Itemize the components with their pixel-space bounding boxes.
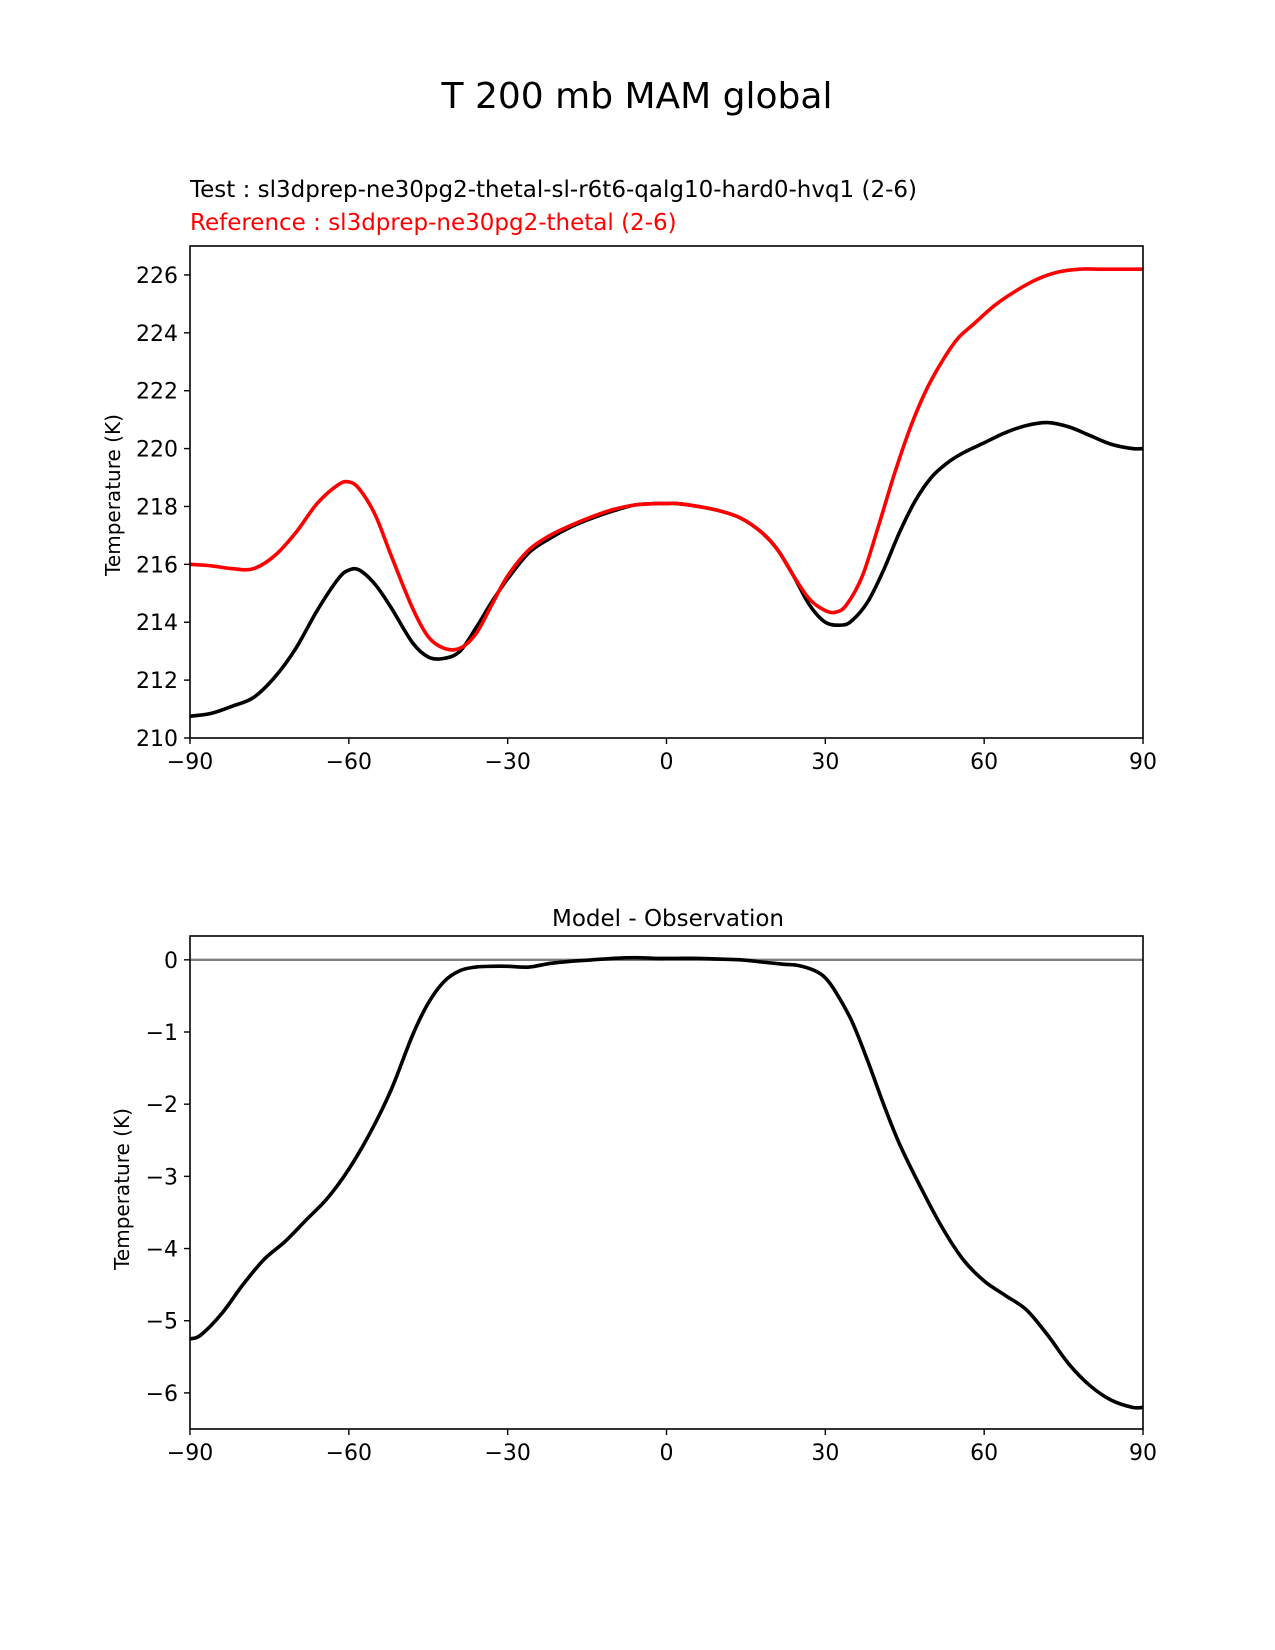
top-x-tick-label: 90 [1129,750,1157,775]
bottom-y-tick-label: 0 [164,949,178,974]
bottom-y-axis-label: Temperature (K) [110,1108,134,1271]
top-y-tick-label: 214 [136,611,178,636]
top-y-tick-label: 224 [136,322,178,347]
top-y-tick-label: 210 [136,727,178,752]
figure-title: T 200 mb MAM global [441,76,833,117]
top-y-axis-label: Temperature (K) [101,414,125,577]
top-test-line [190,420,1143,719]
reference-label: Reference : sl3dprep-ne30pg2-thetal (2-6… [190,210,677,236]
bottom-x-tick-label: −60 [326,1441,372,1466]
bottom-y-tick-label: −4 [146,1238,178,1263]
top-plot-frame [189,245,1144,739]
bottom-x-tick-label: −90 [167,1441,213,1466]
top-panel: Temperature (K) −90 −60 −30 0 30 60 90 210 212 21… [101,245,1157,775]
bottom-y-tick-label: −5 [146,1310,178,1335]
bottom-y-tick-label: −3 [146,1165,178,1190]
top-x-tick-label: −60 [326,750,372,775]
bottom-difference-line [190,955,1143,1410]
test-label: Test : sl3dprep-ne30pg2-thetal-sl-r6t6-q… [189,177,917,203]
bottom-x-tick-label: 0 [660,1441,674,1466]
top-y-tick-label: 220 [136,438,178,463]
top-reference-line [190,267,1143,652]
bottom-x-tick-label: 90 [1129,1441,1157,1466]
bottom-x-tick-label: 30 [811,1441,839,1466]
top-x-tick-label: 0 [660,750,674,775]
bottom-y-tick-label: −6 [146,1382,178,1407]
top-x-tick-label: −30 [484,750,530,775]
top-x-tick-label: −90 [167,750,213,775]
top-y-tick-label: 212 [136,669,178,694]
top-y-tick-label: 226 [136,264,178,289]
top-x-tick-label: 30 [811,750,839,775]
bottom-panel: Model - Observation Temperature (K) −90 −… [110,906,1157,1466]
top-y-tick-label: 218 [136,495,178,520]
bottom-y-tick-label: −2 [146,1093,178,1118]
top-x-tick-label: 60 [970,750,998,775]
top-y-tick-label: 216 [136,553,178,578]
top-y-tick-label: 222 [136,380,178,405]
bottom-plot-frame [189,935,1144,1430]
bottom-x-tick-label: −30 [484,1441,530,1466]
bottom-x-tick-label: 60 [970,1441,998,1466]
bottom-y-tick-label: −1 [146,1021,178,1046]
bottom-panel-title: Model - Observation [552,906,784,932]
